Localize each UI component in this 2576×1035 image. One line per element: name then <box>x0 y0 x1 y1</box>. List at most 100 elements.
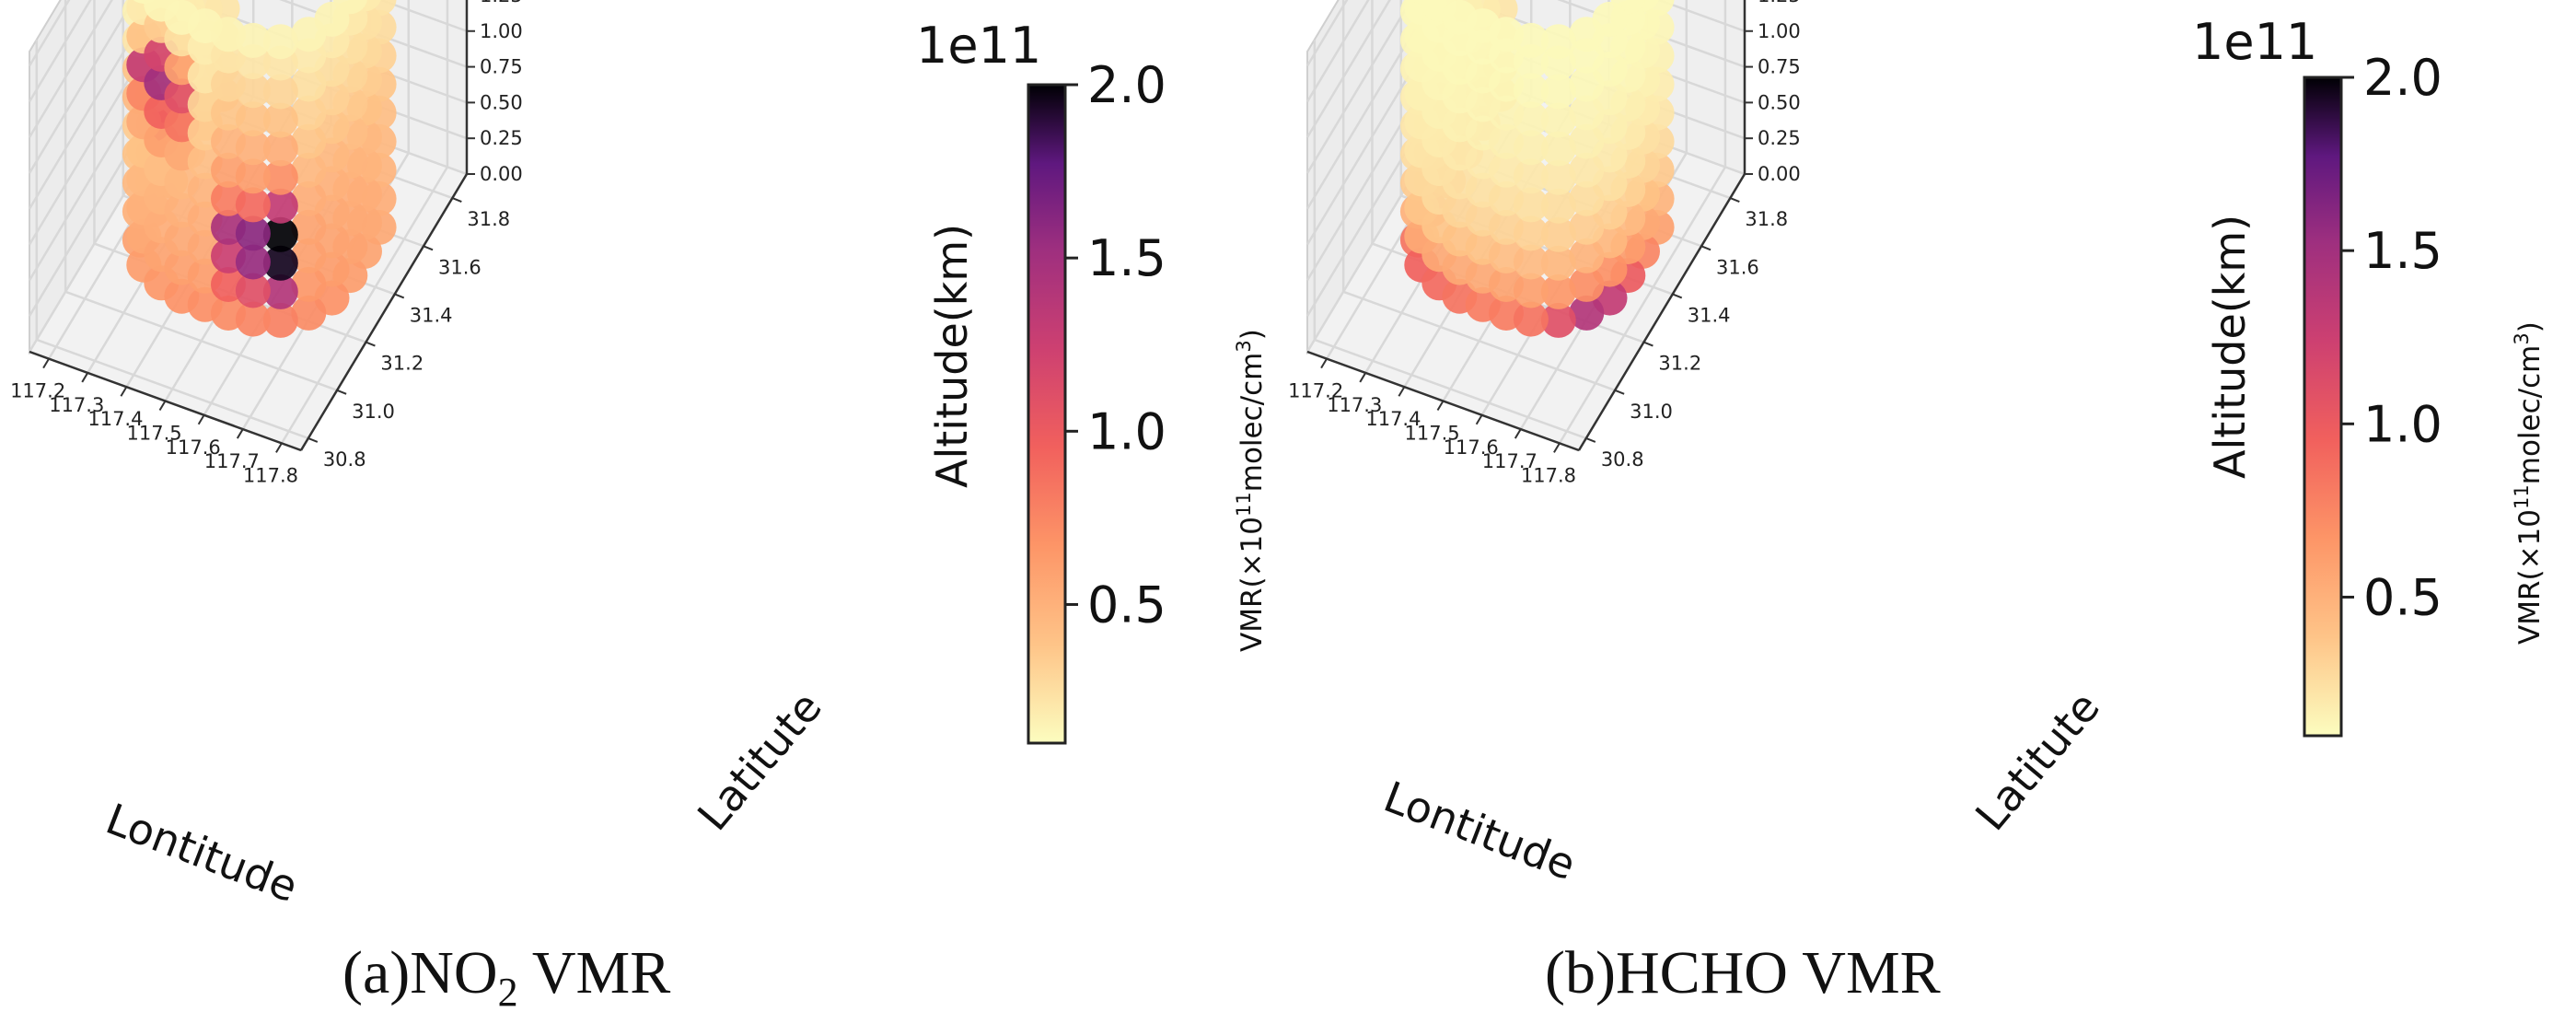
cb-label-end-a: ) <box>1236 329 1269 340</box>
y-tick-label: 31.6 <box>438 256 482 278</box>
x-tick-mark <box>81 372 89 383</box>
data-point <box>1540 216 1576 252</box>
colorbar-a: 0.5 1.0 1.5 2.0 1e11 VMR(×1011molec/cm3) <box>916 17 1269 745</box>
y-tick-mark <box>394 293 405 299</box>
y-tick-label: 31.2 <box>380 353 424 375</box>
cb-label-sup2-b: 3 <box>2511 332 2533 344</box>
data-point <box>1513 101 1549 137</box>
x-tick-mark <box>1398 386 1406 397</box>
x-tick-label: 117.6 <box>166 436 221 459</box>
x-tick-mark <box>236 428 244 439</box>
x-tick-mark <box>42 358 50 369</box>
x-tick-mark <box>1553 442 1561 453</box>
data-point <box>1540 188 1576 224</box>
caption-a-sub: 2 <box>498 970 518 1015</box>
data-point <box>1569 266 1605 302</box>
caption-b-main: (b)HCHO VMR <box>1545 939 1941 1006</box>
data-point <box>235 101 271 137</box>
data-point <box>291 266 327 302</box>
z-tick-label: 0.50 <box>1758 91 1801 113</box>
z-tick-label: 0.75 <box>1758 56 1801 78</box>
z-axis-label-a: Altitude(km) <box>927 224 977 488</box>
grid-line <box>28 0 92 102</box>
cb-label-rest-b: molec/cm <box>2513 345 2547 485</box>
cb-label-sup2-a: 3 <box>1233 340 1255 352</box>
data-point <box>291 95 327 131</box>
colorbar-tick-label: 0.5 <box>2363 568 2443 626</box>
data-point <box>262 131 298 167</box>
data-point <box>1540 131 1576 167</box>
grid-line <box>280 166 449 445</box>
grid-line <box>64 290 338 391</box>
y-axis-label-b: Latitute <box>1966 682 2109 840</box>
grid-line <box>1305 0 1349 67</box>
colorbar-tick-label: 1.5 <box>2363 222 2443 280</box>
data-point <box>235 22 271 58</box>
z-tick-label: 0.25 <box>480 127 523 149</box>
grid-line <box>28 0 113 138</box>
x-tick-mark <box>158 400 167 412</box>
data-point <box>1569 152 1605 188</box>
colorbar-tick-label: 2.0 <box>2363 49 2443 107</box>
colorbar-label-a: VMR(×1011molec/cm3) <box>1233 329 1269 652</box>
z-tick-label: 1.25 <box>1758 0 1801 6</box>
data-point <box>235 215 271 251</box>
grid-line <box>1305 0 1413 174</box>
data-point <box>1513 73 1549 109</box>
data-point <box>1513 130 1549 166</box>
x-tick-label: 117.7 <box>1482 450 1537 472</box>
data-point <box>262 74 298 110</box>
data-point <box>262 216 298 252</box>
x-tick-label: 117.3 <box>1327 394 1382 416</box>
data-point <box>262 188 298 224</box>
data-point <box>1569 180 1605 216</box>
data-point <box>235 187 271 223</box>
x-tick-label: 117.8 <box>243 464 298 486</box>
grid-line <box>36 338 309 440</box>
data-point <box>291 17 327 52</box>
x-tick-label: 117.8 <box>1521 464 1576 486</box>
data-point <box>1540 24 1576 60</box>
data-point <box>235 158 271 194</box>
data-point <box>291 66 327 102</box>
grid-line <box>28 0 135 174</box>
grid-line <box>1655 0 1746 32</box>
z-tick-label: 1.00 <box>480 20 523 42</box>
y-tick-mark <box>1585 437 1596 443</box>
y-tick-mark <box>1700 245 1712 251</box>
colorbar-gradient-b <box>2303 76 2343 738</box>
data-point <box>235 301 271 337</box>
grid-line <box>1342 290 1616 391</box>
x-axis-label-b: Lontitude <box>1377 772 1583 890</box>
y-tick-mark <box>1672 293 1683 299</box>
colorbar-gradient-a <box>1027 83 1067 745</box>
y-tick-label: 31.8 <box>467 208 510 230</box>
colorbar-ticks-b: 0.5 1.0 1.5 2.0 <box>2341 49 2443 626</box>
x-tick-mark <box>1436 400 1445 412</box>
y-tick-mark <box>1643 341 1654 347</box>
caption-a-rest: VMR <box>518 939 671 1006</box>
data-point <box>262 102 298 138</box>
data-point <box>1513 273 1549 308</box>
z-tick-label: 0.00 <box>480 163 523 185</box>
x-tick-label: 117.2 <box>1288 380 1343 402</box>
grid-line <box>1305 0 1434 210</box>
colorbar-tick-label: 0.5 <box>1087 576 1166 634</box>
data-point <box>1513 22 1549 58</box>
data-point <box>291 180 327 216</box>
y-tick-label: 30.8 <box>1601 448 1644 471</box>
scatter-points-a <box>122 0 397 338</box>
data-point <box>1540 245 1576 281</box>
z-tick-label: 1.00 <box>1758 20 1801 42</box>
cb-label-part-a: VMR(×10 <box>1236 517 1269 652</box>
x-tick-label: 117.4 <box>1365 408 1421 430</box>
colorbar-label-b: VMR(×1011molec/cm3) <box>2511 321 2547 645</box>
colorbar-tick-label: 1.0 <box>2363 395 2443 453</box>
y-tick-label: 31.6 <box>1716 256 1759 278</box>
data-point <box>1540 159 1576 195</box>
colorbar-offset-b: 1e11 <box>2192 13 2317 71</box>
y-tick-mark <box>336 389 347 395</box>
data-point <box>1513 301 1549 337</box>
colorbar-tick-label: 2.0 <box>1087 56 1166 114</box>
